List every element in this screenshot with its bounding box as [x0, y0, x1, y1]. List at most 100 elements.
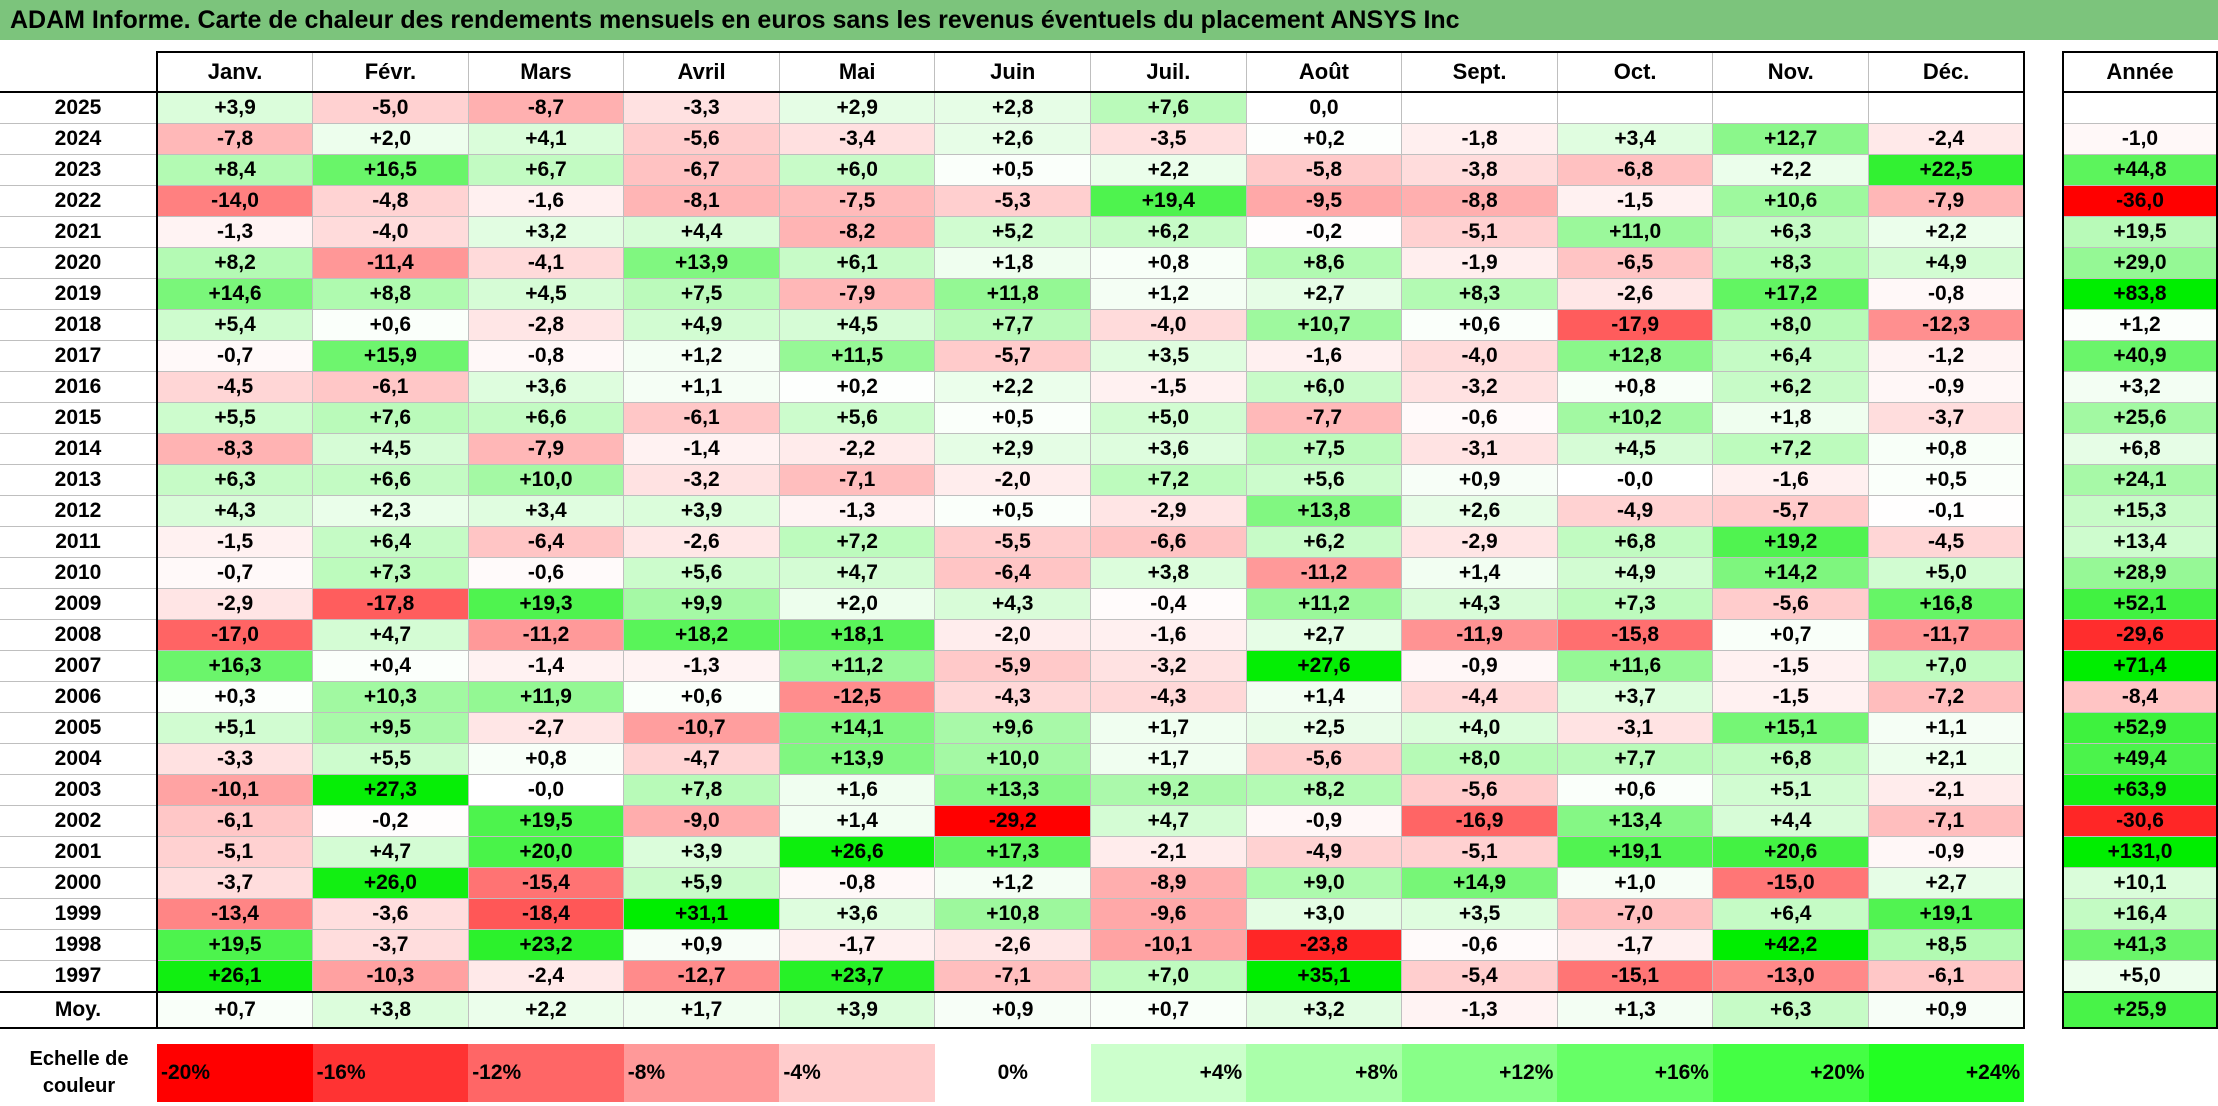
- heatmap-cell: +2,1: [1868, 743, 2026, 775]
- row-year-label: 1998: [0, 929, 158, 961]
- heatmap-cell: -5,8: [1245, 154, 1403, 186]
- heatmap-cell: -1,6: [1090, 619, 1247, 651]
- heatmap-cell: +11,9: [467, 681, 625, 713]
- annual-cell: -36,0: [2062, 185, 2218, 217]
- heatmap-cell: -5,6: [1245, 743, 1403, 775]
- column-header-6: Juin: [934, 51, 1092, 93]
- heatmap-cell: -4,3: [934, 681, 1092, 713]
- heatmap-cell: +5,1: [1712, 774, 1870, 806]
- annual-cell: +71,4: [2062, 650, 2218, 682]
- heatmap-cell: -8,2: [778, 216, 936, 248]
- heatmap-cell: +1,1: [1868, 712, 2026, 744]
- heatmap-cell: +0,7: [1712, 619, 1870, 651]
- table-row: 2016 -4,5 -6,1 +3,6 +1,1 +0,2 +2,2 -1,5 +6,0 -3,2…: [0, 371, 2026, 403]
- heatmap-cell: -1,3: [778, 495, 936, 527]
- color-scale-swatch: +20%: [1713, 1044, 1869, 1102]
- heatmap-cell: +4,5: [312, 433, 469, 465]
- heatmap-cell: -8,3: [156, 433, 314, 465]
- color-scale-swatch: -16%: [312, 1044, 469, 1102]
- heatmap-cell: -11,2: [1245, 557, 1403, 589]
- heatmap-cell: -0,6: [1401, 402, 1558, 434]
- heatmap-cell: +19,5: [467, 805, 625, 837]
- heatmap-cell: +1,8: [1712, 402, 1870, 434]
- heatmap-cell: -18,4: [467, 898, 625, 930]
- heatmap-cell: +19,2: [1712, 526, 1870, 558]
- average-cell: +3,8: [312, 991, 469, 1029]
- heatmap-cell: +3,9: [623, 836, 780, 868]
- heatmap-cell: +4,3: [934, 588, 1092, 620]
- heatmap-cell: +19,4: [1090, 185, 1247, 217]
- table-row: 2007 +16,3 +0,4 -1,4 -1,3 +11,2 -5,9 -3,2 +27,6-…: [0, 650, 2026, 682]
- heatmap-cell: -4,9: [1556, 495, 1714, 527]
- heatmap-cell: +2,9: [778, 91, 936, 124]
- color-scale-swatch: -8%: [623, 1044, 780, 1102]
- heatmap-cell: +3,6: [467, 371, 625, 403]
- row-year-label: 2020: [0, 247, 158, 279]
- table-row: 2025 +3,9 -5,0 -8,7 -3,3 +2,9 +2,8 +7,6 0,0: [0, 91, 2026, 124]
- heatmap-cell: -1,4: [623, 433, 780, 465]
- heatmap-cell: -1,5: [1556, 185, 1714, 217]
- heatmap-cell: +2,6: [1401, 495, 1558, 527]
- row-year-label: 2015: [0, 402, 158, 434]
- heatmap-cell: +23,7: [778, 960, 936, 993]
- heatmap-cell: -5,6: [1712, 588, 1870, 620]
- heatmap-cell: +10,3: [312, 681, 469, 713]
- row-year-label: 2018: [0, 309, 158, 341]
- heatmap-cell: +20,6: [1712, 836, 1870, 868]
- annual-cell: -29,6: [2062, 619, 2218, 651]
- heatmap-cell: +10,8: [934, 898, 1092, 930]
- color-scale-swatch: -4%: [779, 1044, 935, 1102]
- heatmap-cell: +0,6: [1556, 774, 1714, 806]
- average-cell: +0,9: [1868, 991, 2026, 1029]
- table-row: 2022 -14,0 -4,8 -1,6 -8,1 -7,5 -5,3 +19,4 -9,5 -8…: [0, 185, 2026, 217]
- table-row: 2002 -6,1 -0,2 +19,5 -9,0 +1,4 -29,2 +4,7 -0,9 -1…: [0, 805, 2026, 837]
- heatmap-cell: +17,3: [934, 836, 1092, 868]
- heatmap-cell: -4,0: [312, 216, 469, 248]
- column-header-1: Janv.: [156, 51, 314, 93]
- heatmap-cell: +12,7: [1712, 123, 1870, 155]
- heatmap-cell: -7,9: [1868, 185, 2026, 217]
- heatmap-cell: -0,9: [1245, 805, 1403, 837]
- heatmap-cell: +1,4: [778, 805, 936, 837]
- heatmap-cell: +7,3: [1556, 588, 1714, 620]
- heatmap-cell: +0,3: [156, 681, 314, 713]
- heatmap-cell: [1556, 91, 1714, 124]
- heatmap-cell: -23,8: [1245, 929, 1403, 961]
- heatmap-cell: +5,9: [623, 867, 780, 899]
- heatmap-cell: -6,1: [623, 402, 780, 434]
- heatmap-cell: -12,7: [623, 960, 780, 993]
- table-row: 1997 +26,1 -10,3 -2,4 -12,7 +23,7 -7,1 +7,0 +35,…: [0, 960, 2026, 993]
- heatmap-cell: +42,2: [1712, 929, 1870, 961]
- heatmap-cell: -11,2: [467, 619, 625, 651]
- heatmap-cell: -5,4: [1401, 960, 1558, 993]
- heatmap-cell: -3,1: [1401, 433, 1558, 465]
- heatmap-cell: +2,2: [1868, 216, 2026, 248]
- column-header-2: Févr.: [312, 51, 469, 93]
- heatmap-cell: -1,7: [778, 929, 936, 961]
- heatmap-cell: -3,6: [312, 898, 469, 930]
- heatmap-cell: -0,7: [156, 557, 314, 589]
- heatmap-cell: -3,2: [1090, 650, 1247, 682]
- heatmap-cell: -0,2: [312, 805, 469, 837]
- average-row-label: Moy.: [0, 991, 158, 1029]
- heatmap-cell: +13,9: [778, 743, 936, 775]
- row-year-label: 2001: [0, 836, 158, 868]
- heatmap-cell: -0,7: [156, 340, 314, 372]
- heatmap-cell: +6,4: [312, 526, 469, 558]
- table-row: 2010 -0,7 +7,3 -0,6 +5,6 +4,7 -6,4 +3,8 -11,2 +1,…: [0, 557, 2026, 589]
- row-year-label: 2006: [0, 681, 158, 713]
- heatmap-cell: -5,9: [934, 650, 1092, 682]
- heatmap-cell: +18,1: [778, 619, 936, 651]
- heatmap-cell: -1,5: [1712, 681, 1870, 713]
- heatmap-cell: -3,3: [156, 743, 314, 775]
- heatmap-cell: -1,8: [1401, 123, 1558, 155]
- heatmap-cell: +8,3: [1712, 247, 1870, 279]
- heatmap-cell: -6,5: [1556, 247, 1714, 279]
- heatmap-cell: +27,6: [1245, 650, 1403, 682]
- heatmap-cell: +11,8: [934, 278, 1092, 310]
- heatmap-cell: +26,0: [312, 867, 469, 899]
- heatmap-cell: +0,8: [467, 743, 625, 775]
- heatmap-cell: +1,6: [778, 774, 936, 806]
- heatmap-cell: +2,7: [1245, 278, 1403, 310]
- heatmap-cell: -2,9: [156, 588, 314, 620]
